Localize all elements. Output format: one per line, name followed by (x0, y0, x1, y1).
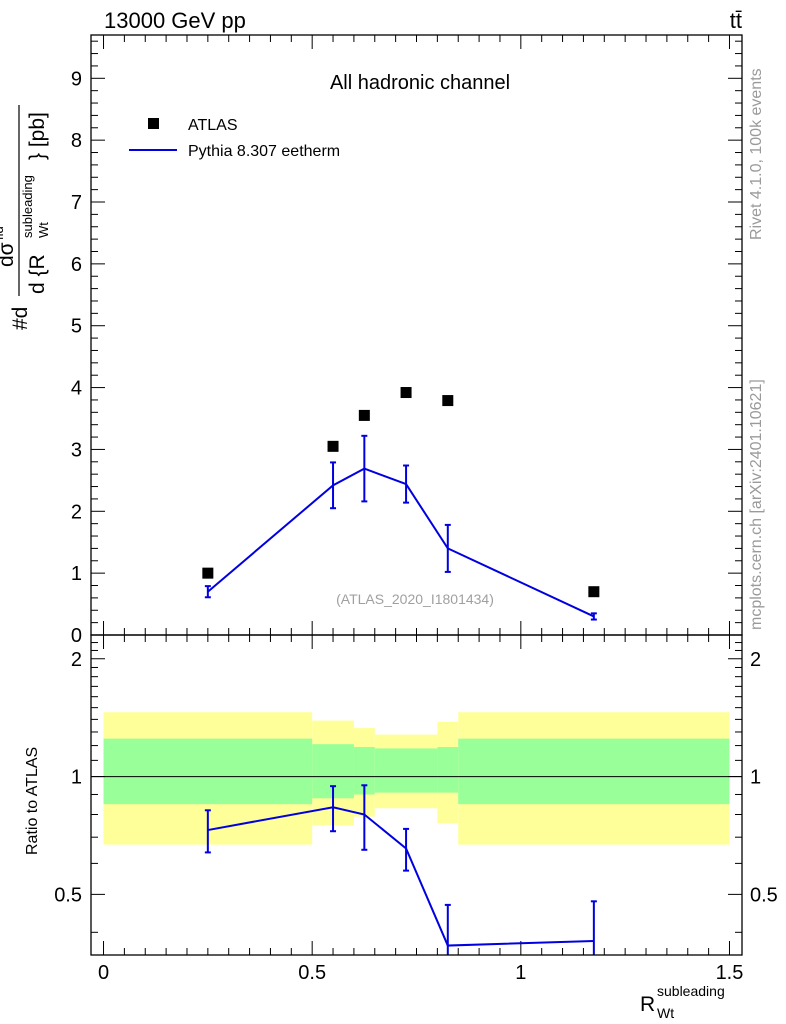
x-tick-label: 1 (515, 962, 526, 984)
x-tick-label: 0 (98, 962, 109, 984)
ratio-plot-area (91, 712, 742, 955)
y-label-numerator-sup: fid (0, 226, 6, 240)
y-label-prefix: #d (9, 307, 32, 330)
data-point (202, 567, 214, 579)
x-tick-labels: 0 0.5 1 1.5 (98, 962, 743, 984)
y-tick-label: 0 (71, 625, 82, 647)
y-tick-label: 7 (71, 192, 82, 214)
x-label-sub: Wt (657, 1005, 674, 1021)
y-label-numerator: dσ (0, 242, 18, 267)
ratio-tick-label-right: 2 (750, 649, 761, 671)
svg-text:d {R Wt sublea: d {R Wt subleading } [pb] (14, 112, 53, 294)
main-plot-area (202, 387, 600, 621)
y-tick-label: 2 (71, 501, 82, 523)
y-tick-label: 1 (71, 563, 82, 585)
mc-line (207, 467, 595, 618)
mc-ratio-line (207, 806, 594, 947)
ratio-band-inner (103, 738, 313, 805)
y-tick-label: 9 (71, 68, 82, 90)
y-label-denominator-sub: Wt (36, 222, 51, 238)
legend-label-mc: Pythia 8.307 eetherm (188, 143, 340, 160)
data-point (400, 387, 412, 399)
data-point (588, 586, 600, 598)
x-label-sup: subleading (657, 983, 725, 999)
energy-label: 13000 GeV pp (104, 8, 246, 33)
x-axis-label: R Wt subleading (640, 983, 725, 1023)
y-tick-label: 5 (71, 316, 82, 338)
ratio-band-inner (374, 748, 438, 793)
ratio-tick-label-left: 1 (71, 767, 82, 789)
x-tick-label: 1.5 (716, 962, 744, 984)
legend-marker-atlas (148, 118, 159, 129)
ratio-band-inner (353, 747, 375, 795)
rivet-label: Rivet 4.1.0, 100k events (748, 68, 765, 240)
ratio-tick-label-left: 0.5 (54, 884, 82, 906)
legend-label-atlas: ATLAS (188, 117, 238, 134)
ratio-axes: 0.5 0.5 1 1 2 2 (54, 35, 778, 955)
y-tick-label: 6 (71, 254, 82, 276)
chart-title: All hadronic channel (330, 72, 510, 94)
svg-text:R Wt subleading: R Wt subleading (640, 983, 725, 1023)
ratio-band-inner (458, 738, 730, 805)
data-point (358, 409, 370, 421)
x-tick-label: 0.5 (298, 962, 326, 984)
ratio-y-label: Ratio to ATLAS (24, 747, 41, 855)
svg-text:#d: #d (9, 307, 32, 330)
process-label: tt̄ (730, 8, 742, 33)
x-label-main: R (640, 993, 655, 1016)
main-panel: 0 1 2 3 4 5 6 7 8 9 All hadronic channel ATLAS Py… (0, 34, 743, 955)
mcplots-label: mcplots.cern.ch [arXiv:2401.10621] (748, 379, 765, 630)
y-label-suffix: } [pb] (26, 112, 49, 160)
ratio-tick-label-right: 0.5 (750, 884, 778, 906)
ratio-band-inner (437, 747, 459, 793)
y-tick-label: 3 (71, 439, 82, 461)
ratio-frame (90, 634, 743, 956)
y-axis-label: #d dσ fid d {R Wt subleading } [pb] (0, 105, 53, 330)
y-tick-label: 4 (71, 378, 82, 400)
data-point (327, 440, 339, 452)
svg-text:dσ fid: dσ fid (0, 226, 18, 267)
ratio-tick-label-right: 1 (750, 767, 761, 789)
ratio-tick-label-left: 2 (71, 649, 82, 671)
data-point (442, 395, 454, 407)
y-tick-label: 8 (71, 130, 82, 152)
y-label-denominator: d {R (26, 254, 49, 294)
y-label-denominator-sup: subleading (20, 175, 35, 238)
ratio-panel: 0.5 0.5 1 1 2 2 Ratio to ATLAS (24, 35, 778, 956)
analysis-id: (ATLAS_2020_I1801434) (336, 591, 494, 607)
legend: ATLAS Pythia 8.307 eetherm (129, 117, 340, 160)
